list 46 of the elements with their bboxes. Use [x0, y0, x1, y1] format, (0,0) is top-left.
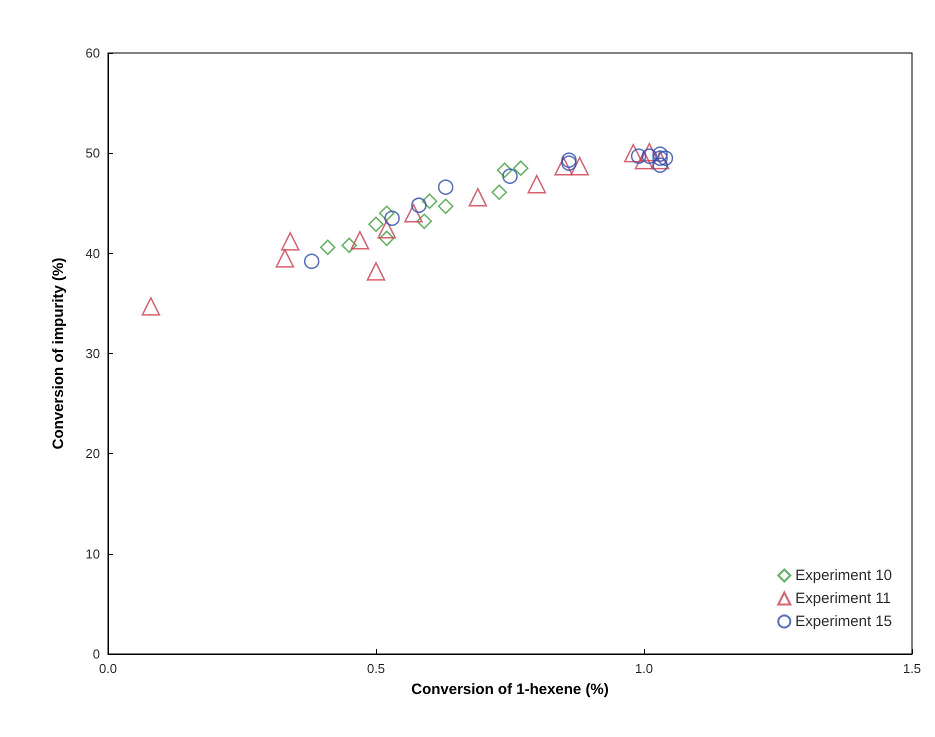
- y-tick-label: 60: [86, 46, 100, 60]
- point: [377, 220, 396, 239]
- point: [142, 297, 160, 316]
- point: [404, 204, 423, 223]
- x-tick-label: 0.0: [98, 661, 118, 676]
- point: [634, 150, 654, 170]
- y-tick-label: 50: [86, 146, 100, 161]
- legend-label: Experiment 10: [795, 567, 892, 584]
- point: [378, 206, 394, 222]
- point: [640, 142, 659, 162]
- point: [624, 144, 643, 162]
- point: [366, 262, 386, 281]
- point: [384, 210, 400, 226]
- x-tick-label: 1.0: [634, 661, 654, 676]
- point: [650, 150, 670, 170]
- point: [341, 238, 357, 254]
- point: [378, 230, 394, 246]
- point: [438, 198, 454, 214]
- x-axis-title: Conversion of 1-hexene (%): [411, 681, 609, 698]
- point: [280, 232, 300, 251]
- point: [512, 160, 528, 176]
- point: [276, 249, 294, 268]
- point: [502, 168, 518, 184]
- point: [496, 162, 512, 178]
- y-tick-label: 0: [92, 646, 100, 662]
- point: [320, 240, 336, 256]
- point: [304, 254, 320, 270]
- point: [350, 231, 370, 250]
- point: [492, 184, 508, 200]
- y-tick-label: 40: [86, 246, 100, 261]
- point: [554, 156, 573, 176]
- point: [422, 193, 438, 209]
- y-axis-title: Conversion of impurity (%): [50, 258, 67, 450]
- point: [416, 214, 432, 230]
- point: [528, 174, 546, 194]
- point: [570, 156, 589, 176]
- point: [468, 188, 488, 206]
- legend-label: Experiment 11: [795, 590, 891, 607]
- y-tick-label: 30: [86, 346, 100, 361]
- point: [438, 179, 454, 195]
- y-tick-label: 20: [86, 446, 100, 462]
- y-tick-label: 10: [86, 546, 100, 562]
- x-tick-label: 0.5: [366, 661, 386, 676]
- x-tick-label: 1.5: [902, 661, 922, 676]
- point: [368, 216, 384, 232]
- legend-label: Experiment 15: [795, 613, 892, 630]
